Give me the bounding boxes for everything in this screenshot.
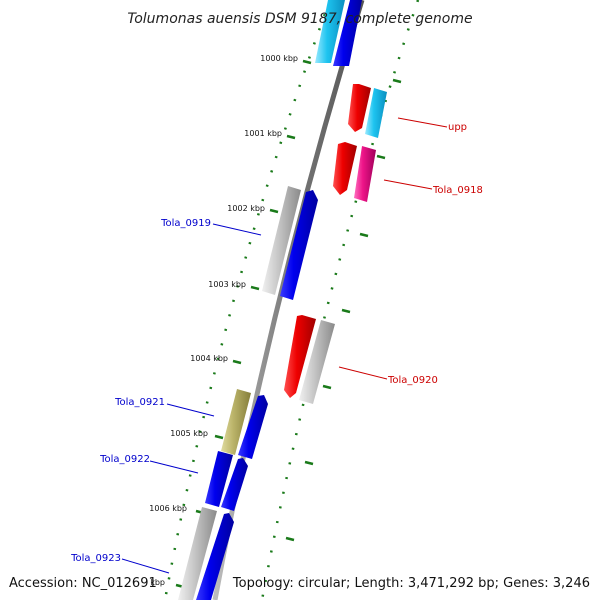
- gene-label-tola0921[interactable]: Tola_0921: [114, 397, 165, 408]
- feature-tola0919-blue: [280, 190, 318, 300]
- kbp-label-partial: kbp: [150, 578, 165, 587]
- feature-tola0919-gray: [262, 186, 301, 295]
- inner-dotted-ring: [163, 0, 332, 600]
- gene-features: [178, 0, 387, 600]
- topology-text: Topology: circular; Length: 3,471,292 bp…: [232, 576, 590, 591]
- feature-tola0922-blue-a: [205, 451, 233, 507]
- inner-ring-ticks: [175, 59, 312, 589]
- kbp-label-1006: 1006 kbp: [149, 504, 187, 513]
- feature-upp-red: [348, 84, 371, 132]
- feature-tola0918-red: [333, 142, 357, 195]
- gene-label-tola0920[interactable]: Tola_0920: [387, 375, 438, 386]
- kbp-labels: 1000 kbp 1001 kbp 1002 kbp 1003 kbp 1004…: [149, 54, 298, 587]
- outer-dotted-ring: [260, 0, 420, 600]
- accession-text: Accession: NC_012691: [9, 576, 157, 591]
- feature-tola0921-olive: [221, 389, 251, 455]
- outer-ring-ticks: [285, 78, 402, 542]
- feature-tola0921-blue: [238, 395, 268, 459]
- feature-tola0918-magenta: [354, 146, 376, 202]
- leader-lines: [121, 117, 448, 574]
- gene-label-upp[interactable]: upp: [448, 122, 467, 133]
- map-title: Tolumonas auensis DSM 9187, complete gen…: [127, 11, 472, 27]
- kbp-label-1004: 1004 kbp: [190, 354, 228, 363]
- gene-label-tola0918[interactable]: Tola_0918: [432, 185, 483, 196]
- gene-label-tola0922[interactable]: Tola_0922: [99, 454, 150, 465]
- feature-upp-cyan: [365, 88, 387, 138]
- kbp-label-1001: 1001 kbp: [244, 129, 282, 138]
- feature-blue-top: [333, 0, 362, 66]
- gene-labels: upp Tola_0918 Tola_0919 Tola_0920 Tola_0…: [70, 122, 483, 564]
- feature-tola0922-blue-b: [221, 458, 248, 511]
- feature-tola0920-red: [284, 315, 316, 398]
- kbp-label-1000: 1000 kbp: [260, 54, 298, 63]
- feature-tola0923-gray: [178, 507, 217, 600]
- feature-tola0923-blue: [196, 513, 234, 600]
- gene-label-tola0919[interactable]: Tola_0919: [160, 218, 211, 229]
- kbp-label-1005: 1005 kbp: [170, 429, 208, 438]
- kbp-label-1003: 1003 kbp: [208, 280, 246, 289]
- genome-backbone: [212, 0, 365, 600]
- feature-tola0920-gray: [299, 320, 335, 404]
- gene-label-tola0923[interactable]: Tola_0923: [70, 553, 121, 564]
- kbp-label-1002: 1002 kbp: [227, 204, 265, 213]
- feature-cyan-top: [315, 0, 345, 63]
